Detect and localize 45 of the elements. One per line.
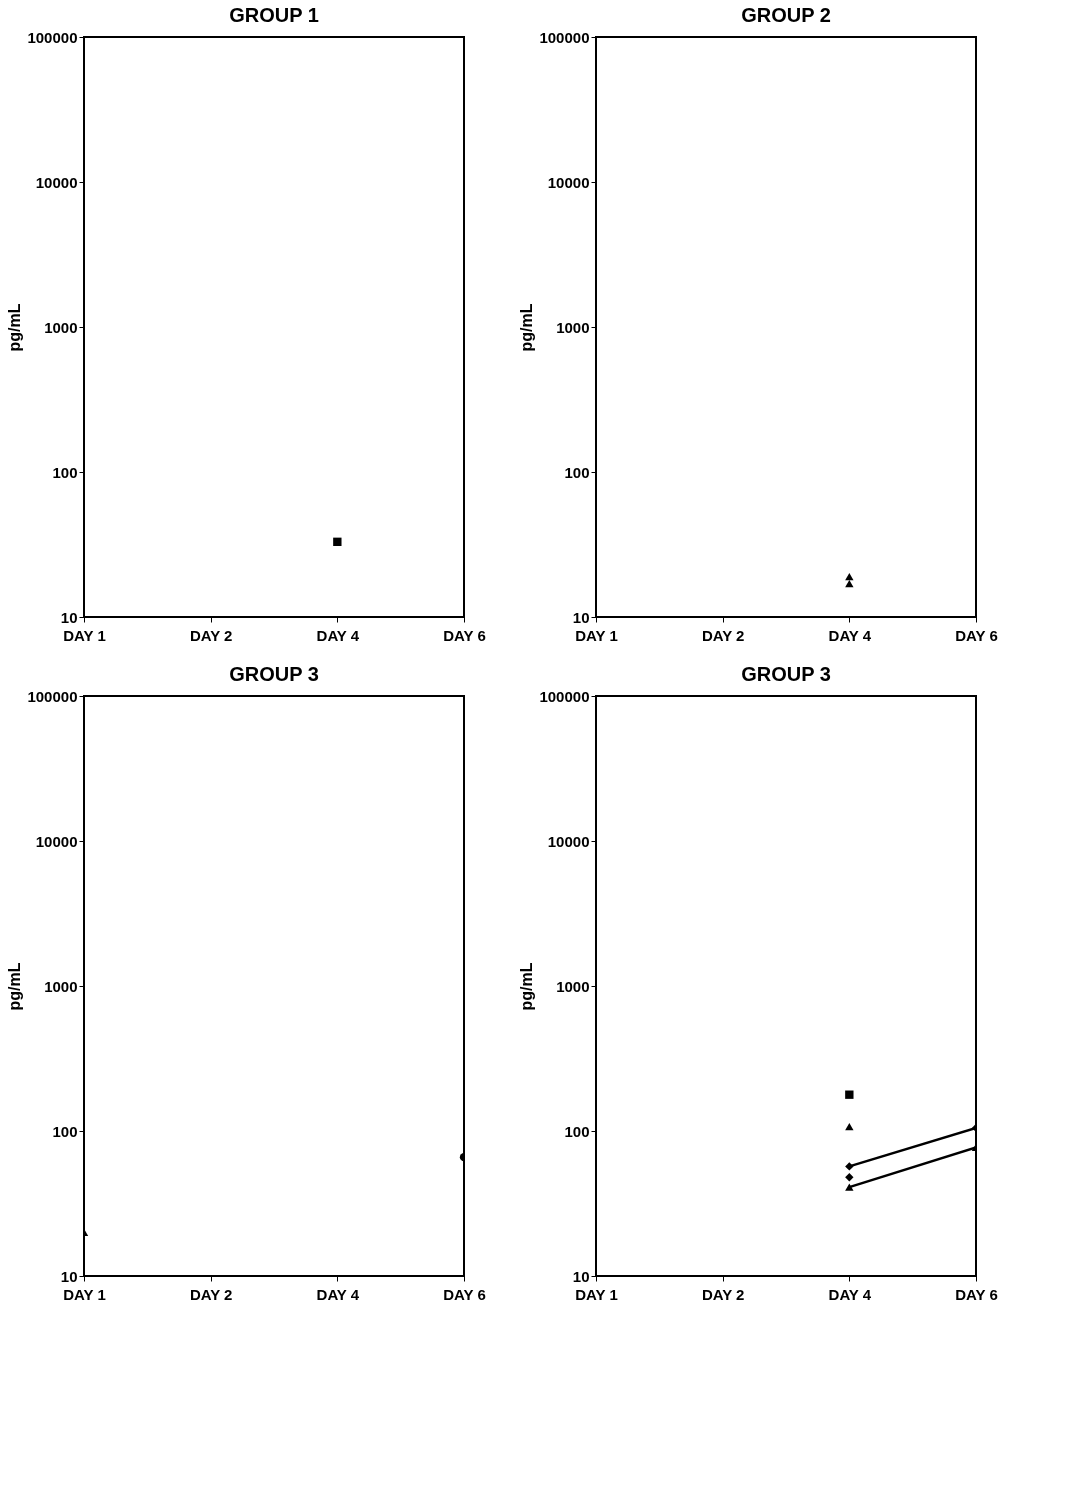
x-tick-label: DAY 1 — [575, 626, 618, 644]
y-tick-label: 10 — [572, 608, 590, 626]
y-tick-label: 100000 — [539, 28, 590, 46]
x-tick-label: DAY 2 — [701, 1285, 745, 1303]
chart-title: GROUP 3 — [229, 663, 319, 685]
x-tick-label: DAY 6 — [443, 1285, 486, 1303]
x-tick-label: DAY 6 — [955, 1285, 998, 1303]
chart-title: GROUP 3 — [741, 663, 831, 685]
x-tick-label: DAY 6 — [443, 626, 486, 644]
y-tick-label: 100 — [52, 463, 78, 481]
chart-title: GROUP 2 — [741, 4, 831, 26]
chart-title: GROUP 1 — [229, 4, 319, 26]
y-tick-label: 10 — [60, 1267, 78, 1285]
y-tick-label: 10000 — [35, 173, 78, 191]
y-axis-title: pg/mL — [518, 303, 536, 352]
y-tick-label: 1000 — [44, 977, 78, 995]
x-tick-label: DAY 1 — [63, 1285, 106, 1303]
y-tick-label: 10000 — [35, 832, 78, 850]
x-tick-label: DAY 4 — [316, 626, 360, 644]
y-axis-title: pg/mL — [6, 962, 24, 1011]
x-tick-label: DAY 2 — [189, 626, 233, 644]
y-tick-label: 100 — [52, 1122, 78, 1140]
x-tick-label: DAY 4 — [828, 626, 872, 644]
y-tick-label: 100 — [564, 463, 590, 481]
y-tick-label: 1000 — [556, 977, 590, 995]
x-tick-label: DAY 2 — [701, 626, 745, 644]
x-tick-label: DAY 1 — [575, 1285, 618, 1303]
y-tick-label: 100000 — [539, 687, 590, 705]
y-tick-label: 10000 — [547, 832, 590, 850]
x-tick-label: DAY 2 — [189, 1285, 233, 1303]
y-tick-label: 100000 — [27, 687, 78, 705]
y-tick-label: 10 — [60, 608, 78, 626]
y-tick-label: 100 — [564, 1122, 590, 1140]
y-axis-title: pg/mL — [518, 962, 536, 1011]
x-tick-label: DAY 4 — [828, 1285, 872, 1303]
y-tick-label: 100000 — [27, 28, 78, 46]
x-tick-label: DAY 6 — [955, 626, 998, 644]
y-axis-title: pg/mL — [6, 303, 24, 352]
y-tick-label: 10000 — [547, 173, 590, 191]
x-tick-label: DAY 4 — [316, 1285, 360, 1303]
y-tick-label: 10 — [572, 1267, 590, 1285]
y-tick-label: 1000 — [556, 318, 590, 336]
x-tick-label: DAY 1 — [63, 626, 106, 644]
point — [845, 1162, 854, 1171]
y-tick-label: 1000 — [44, 318, 78, 336]
